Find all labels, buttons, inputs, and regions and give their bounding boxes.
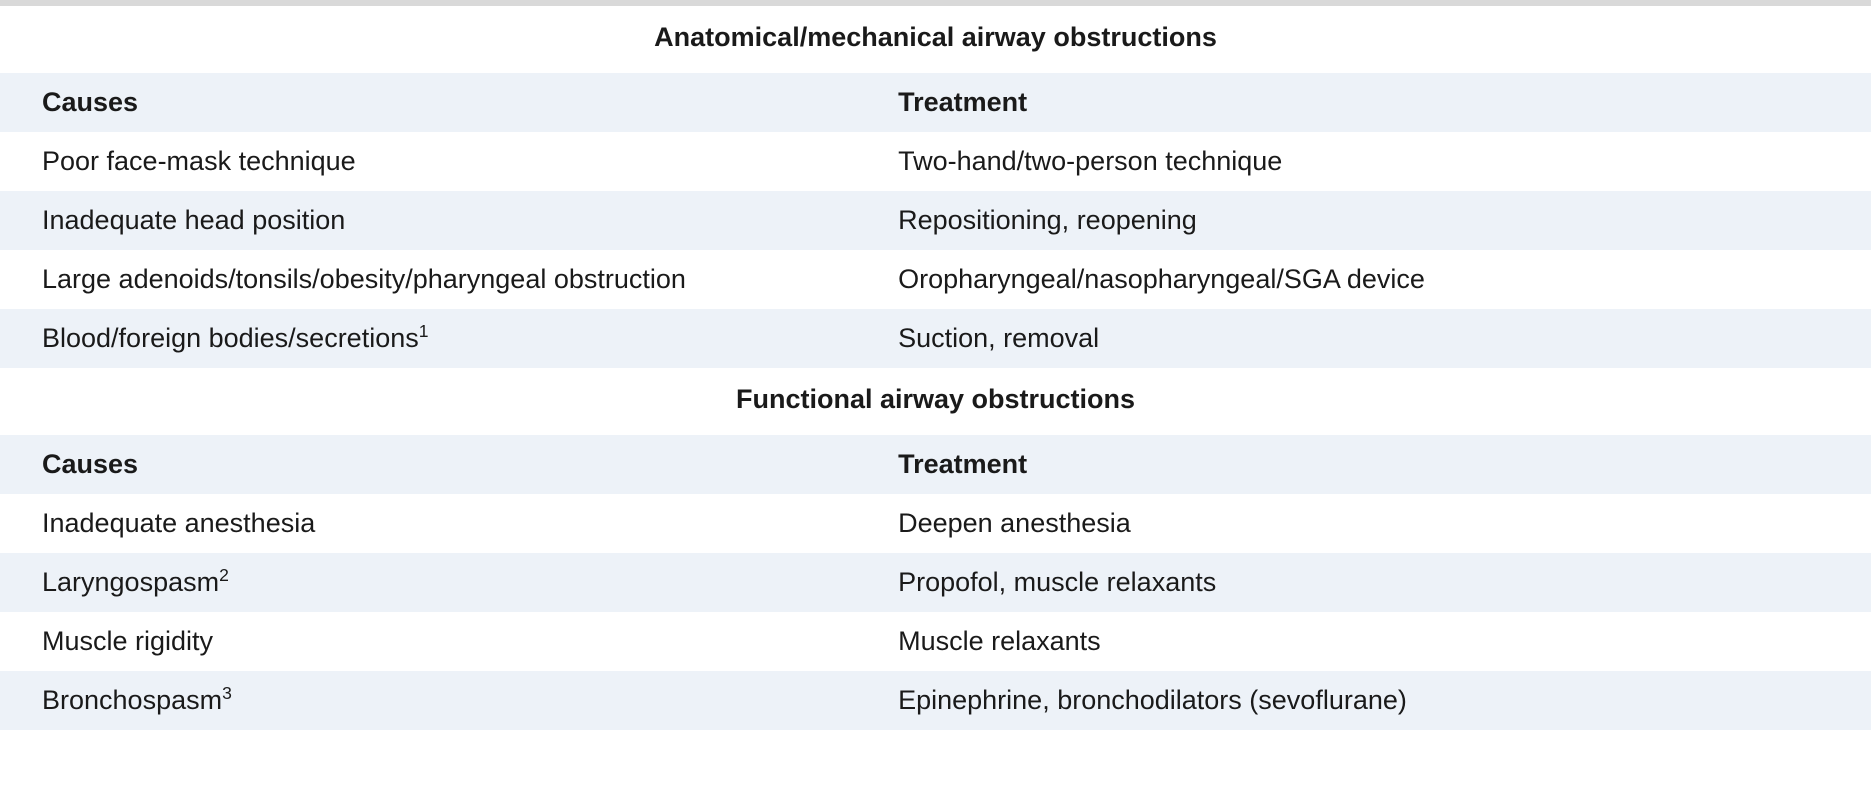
footnote-ref: 1 (419, 321, 429, 341)
cause-cell: Blood/foreign bodies/secretions1 (0, 309, 898, 368)
cause-cell: Bronchospasm3 (0, 671, 898, 730)
table-row: Large adenoids/tonsils/obesity/pharyngea… (0, 250, 1871, 309)
table-row: Muscle rigidity Muscle relaxants (0, 612, 1871, 671)
column-header-treatment: Treatment (898, 73, 1871, 132)
section-title: Functional airway obstructions (736, 384, 1135, 414)
table-row: Laryngospasm2 Propofol, muscle relaxants (0, 553, 1871, 612)
cause-cell: Large adenoids/tonsils/obesity/pharyngea… (0, 250, 898, 309)
column-header-causes: Causes (0, 435, 898, 494)
cause-cell: Muscle rigidity (0, 612, 898, 671)
treatment-cell: Repositioning, reopening (898, 191, 1871, 250)
column-header-row: Causes Treatment (0, 73, 1871, 132)
airway-obstructions-table: Anatomical/mechanical airway obstruction… (0, 0, 1871, 730)
table-row: Inadequate head position Repositioning, … (0, 191, 1871, 250)
column-header-treatment: Treatment (898, 435, 1871, 494)
column-header-row: Causes Treatment (0, 435, 1871, 494)
cause-cell: Inadequate anesthesia (0, 494, 898, 553)
cause-cell: Poor face-mask technique (0, 132, 898, 191)
footnote-ref: 2 (219, 565, 229, 585)
treatment-cell: Two-hand/two-person technique (898, 132, 1871, 191)
treatment-cell: Suction, removal (898, 309, 1871, 368)
treatment-cell: Oropharyngeal/nasopharyngeal/SGA device (898, 250, 1871, 309)
table-row: Inadequate anesthesia Deepen anesthesia (0, 494, 1871, 553)
section-header: Anatomical/mechanical airway obstruction… (0, 6, 1871, 73)
treatment-cell: Deepen anesthesia (898, 494, 1871, 553)
cause-cell: Inadequate head position (0, 191, 898, 250)
cause-cell: Laryngospasm2 (0, 553, 898, 612)
column-header-causes: Causes (0, 73, 898, 132)
table-row: Blood/foreign bodies/secretions1 Suction… (0, 309, 1871, 368)
footnote-ref: 3 (222, 683, 232, 703)
table-row: Bronchospasm3 Epinephrine, bronchodilato… (0, 671, 1871, 730)
treatment-cell: Muscle relaxants (898, 612, 1871, 671)
treatment-cell: Epinephrine, bronchodilators (sevofluran… (898, 671, 1871, 730)
section-title: Anatomical/mechanical airway obstruction… (654, 22, 1217, 52)
table-row: Poor face-mask technique Two-hand/two-pe… (0, 132, 1871, 191)
section-header: Functional airway obstructions (0, 368, 1871, 435)
treatment-cell: Propofol, muscle relaxants (898, 553, 1871, 612)
